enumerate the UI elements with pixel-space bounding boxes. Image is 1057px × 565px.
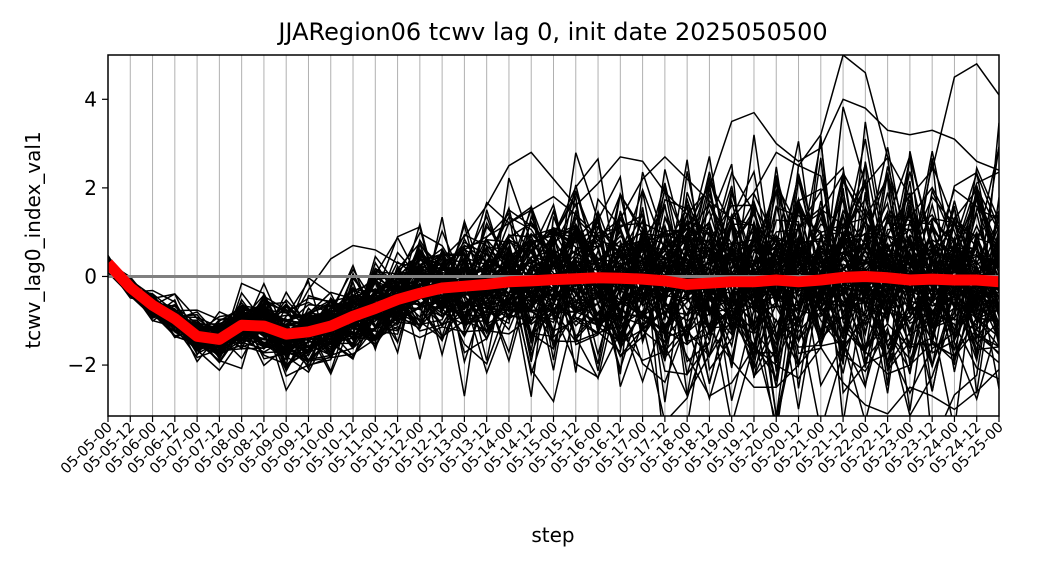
y-axis-label: tcwv_lag0_index_val1 <box>21 131 45 348</box>
x-axis-ticks: 05-05-0005-05-1205-06-0005-06-1205-07-00… <box>58 416 1007 477</box>
chart-title: JJARegion06 tcwv lag 0, init date 202505… <box>276 18 827 46</box>
ensemble-member-line <box>108 147 999 357</box>
ensemble-member-line <box>108 215 999 360</box>
ensemble-mean-line <box>108 259 999 345</box>
ensemble-member-line <box>108 209 999 330</box>
y-tick-label: 2 <box>84 176 97 200</box>
ensemble-member-line <box>108 253 999 388</box>
y-tick-label: 0 <box>84 264 97 288</box>
ensemble-member-line <box>108 209 999 366</box>
x-axis-label: step <box>531 523 574 547</box>
y-axis-ticks: −2 0 2 4 <box>68 87 108 377</box>
y-tick-label: 4 <box>84 87 97 111</box>
ensemble-member-line <box>108 190 999 375</box>
y-tick-label: −2 <box>68 353 97 377</box>
ensemble-member-line <box>108 98 999 344</box>
